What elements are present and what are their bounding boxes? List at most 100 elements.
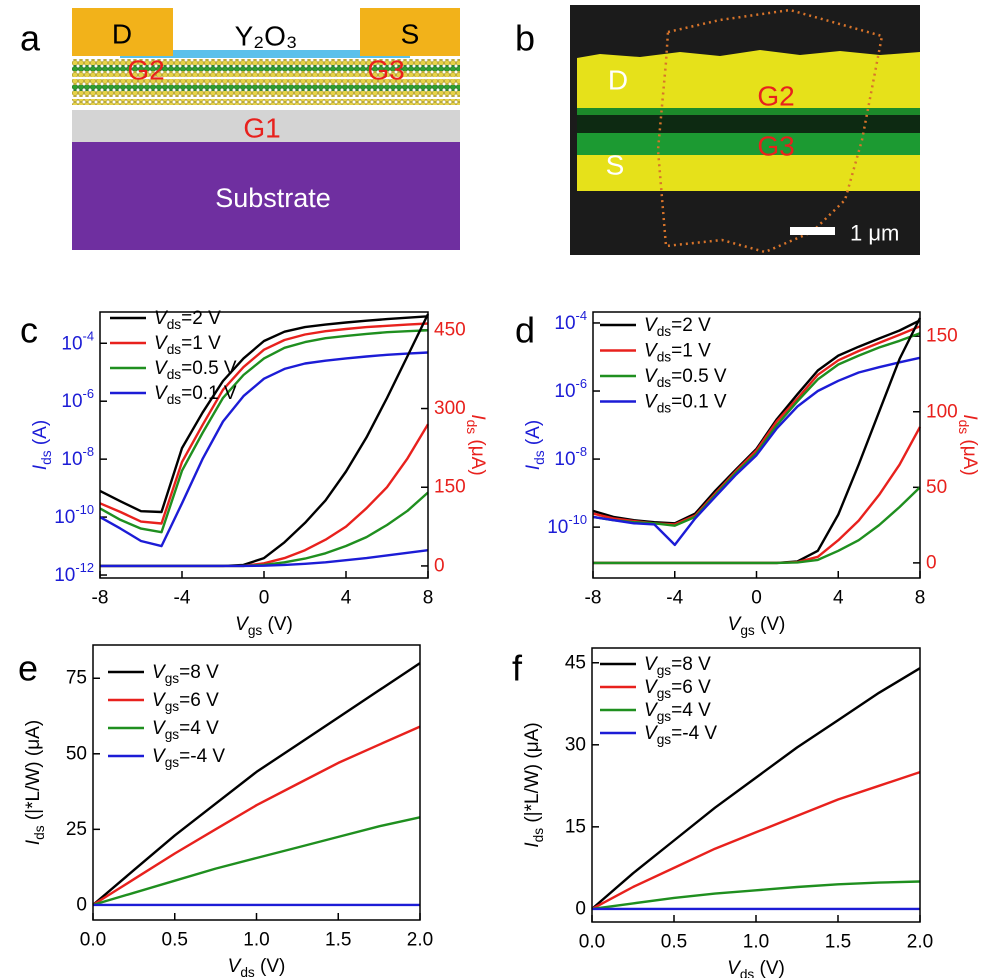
data-line bbox=[591, 770, 921, 910]
y-tick-label: 0 bbox=[76, 894, 87, 915]
g3-band bbox=[577, 133, 920, 155]
gate-label: G3 bbox=[757, 131, 794, 162]
legend-label: Vgs=4 V bbox=[152, 718, 219, 742]
y-tick-label: 10-10 bbox=[547, 512, 587, 538]
legend-label: Vds=0.5 V bbox=[154, 358, 237, 382]
y-tick-label: 10-4 bbox=[554, 307, 587, 333]
drain-label: D bbox=[112, 19, 132, 50]
substrate-label: Substrate bbox=[215, 183, 331, 213]
panel-label: a bbox=[20, 18, 41, 59]
x-axis-label: Vgs (V) bbox=[728, 614, 786, 638]
gate-label: G3 bbox=[367, 55, 404, 86]
x-tick-label: 4 bbox=[833, 588, 844, 609]
y2-tick-label: 150 bbox=[434, 477, 466, 498]
atom-row bbox=[72, 59, 460, 65]
atom-row bbox=[72, 85, 460, 91]
y-axis-label: Ids (|*L/W) (μA) bbox=[23, 720, 47, 845]
y-tick-label: 0 bbox=[575, 898, 586, 919]
x-tick-label: 0.0 bbox=[80, 930, 106, 951]
y-tick-label: 10-6 bbox=[61, 386, 94, 412]
data-line bbox=[99, 351, 429, 548]
dielectric-label: Y₂O₃ bbox=[235, 21, 298, 52]
plot-frame bbox=[92, 644, 421, 921]
y-tick-label: 10-8 bbox=[554, 444, 587, 470]
atom-row bbox=[72, 65, 460, 71]
gap-band bbox=[577, 115, 920, 133]
source-contact bbox=[360, 8, 460, 56]
scale-bar bbox=[790, 227, 835, 235]
y-axis-label: Ids (|*L/W) (μA) bbox=[522, 722, 546, 847]
gate-label: G1 bbox=[243, 113, 280, 144]
data-line bbox=[593, 486, 921, 565]
data-line bbox=[593, 317, 922, 565]
x-tick-label: 1.0 bbox=[743, 932, 769, 953]
plot-frame bbox=[592, 311, 921, 579]
x-axis-label: Vds (V) bbox=[228, 956, 286, 978]
y2-tick-label: 450 bbox=[434, 319, 466, 340]
x-tick-label: 0 bbox=[259, 588, 270, 609]
data-line bbox=[100, 423, 430, 568]
legend-label: Vds=2 V bbox=[154, 308, 221, 332]
data-line bbox=[592, 325, 921, 526]
data-line bbox=[591, 667, 921, 910]
x-axis-label: Vds (V) bbox=[727, 958, 785, 978]
scale-label: 1 μm bbox=[850, 221, 899, 246]
y2-tick-label: 0 bbox=[434, 555, 445, 576]
legend-label: Vds=2 V bbox=[644, 315, 711, 339]
atom-row bbox=[72, 99, 460, 105]
drain-edge bbox=[577, 50, 920, 60]
y-tick-label: 10-6 bbox=[554, 376, 587, 402]
y-tick-label: 75 bbox=[66, 668, 87, 689]
y-tick-label: 10-4 bbox=[61, 328, 94, 354]
y-tick-label: 25 bbox=[66, 819, 87, 840]
x-tick-label: 2.0 bbox=[907, 932, 933, 953]
g2-band bbox=[577, 108, 920, 115]
y-tick-label: 45 bbox=[565, 652, 586, 673]
x-tick-label: -4 bbox=[174, 588, 191, 609]
y-axis-label: Ids (A) bbox=[30, 420, 54, 470]
atom-row bbox=[72, 71, 460, 77]
data-line bbox=[99, 322, 429, 525]
y2-tick-label: 100 bbox=[926, 401, 958, 422]
data-line bbox=[99, 315, 429, 514]
legend-label: Vgs=-4 V bbox=[152, 746, 225, 770]
legend-label: Vgs=6 V bbox=[644, 677, 711, 701]
x-tick-label: 0 bbox=[751, 588, 762, 609]
g1-layer bbox=[72, 110, 460, 142]
data-line bbox=[592, 332, 921, 527]
data-line bbox=[591, 880, 921, 911]
legend-label: Vds=0.1 V bbox=[644, 391, 727, 415]
drain-label: D bbox=[608, 65, 628, 96]
source-label: S bbox=[606, 150, 625, 181]
x-tick-label: 8 bbox=[423, 588, 434, 609]
y2-tick-label: 150 bbox=[926, 326, 958, 347]
x-tick-label: 0.5 bbox=[162, 930, 188, 951]
x-tick-label: 1.5 bbox=[825, 932, 851, 953]
x-tick-label: 0.0 bbox=[579, 932, 605, 953]
panel-label: d bbox=[515, 310, 535, 351]
substrate-layer bbox=[72, 142, 460, 250]
legend-label: Vgs=-4 V bbox=[644, 723, 717, 747]
drain-band bbox=[577, 58, 920, 108]
legend-label: Vds=1 V bbox=[154, 333, 221, 357]
y2-axis-label: Ids (μA) bbox=[957, 414, 981, 475]
y-tick-label: 15 bbox=[565, 816, 586, 837]
plot-frame bbox=[591, 647, 921, 923]
legend-label: Vgs=6 V bbox=[152, 690, 219, 714]
y-tick-label: 50 bbox=[66, 743, 87, 764]
y2-tick-label: 0 bbox=[926, 552, 937, 573]
panel-a: a D Y₂O₃ S G2 G3 G1 Substrate bbox=[20, 8, 460, 250]
data-line bbox=[92, 662, 421, 906]
x-tick-label: -8 bbox=[92, 588, 109, 609]
x-tick-label: 2.0 bbox=[407, 930, 433, 951]
y-axis-label: Ids (A) bbox=[523, 420, 547, 470]
data-line bbox=[92, 725, 421, 906]
x-axis-label: Vgs (V) bbox=[235, 614, 293, 638]
source-label: S bbox=[401, 19, 420, 50]
x-tick-label: 4 bbox=[341, 588, 352, 609]
data-line bbox=[92, 816, 421, 907]
legend-label: Vgs=8 V bbox=[644, 654, 711, 678]
